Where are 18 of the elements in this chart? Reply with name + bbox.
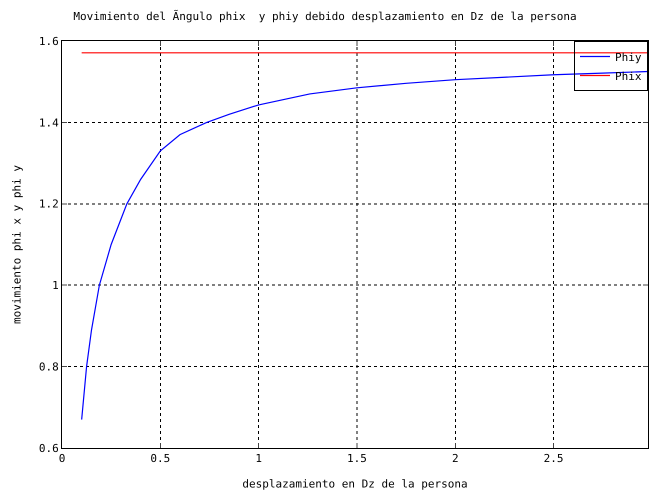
x-tick-label: 1.5 — [347, 452, 367, 466]
y-tick-label: 0.8 — [38, 360, 59, 374]
y-tick-label: 0.6 — [38, 442, 59, 455]
chart-title: Movimiento del Ãngulo phix y phiy debido desplazamiento en Dz de la persona — [73, 9, 577, 23]
legend-label: Phix — [615, 70, 642, 83]
x-tick-label: 1 — [255, 452, 262, 466]
x-tick-label: 0 — [58, 452, 66, 466]
y-tick-label: 1 — [52, 279, 59, 292]
x-tick-label: 0.5 — [150, 452, 170, 466]
legend-label: Phiy — [615, 50, 642, 64]
y-tick-label: 1.4 — [38, 116, 60, 130]
y-tick-label: 1.6 — [38, 34, 59, 48]
x-tick-label: 2 — [452, 452, 459, 466]
line-series — [81, 70, 648, 420]
y-axis-title: movimiento phi x y phi y — [10, 164, 24, 324]
y-tick-label: 1.2 — [38, 198, 59, 211]
x-tick-label: 2.5 — [544, 452, 564, 466]
x-axis-title: desplazamiento en Dz de la persona — [242, 477, 468, 490]
